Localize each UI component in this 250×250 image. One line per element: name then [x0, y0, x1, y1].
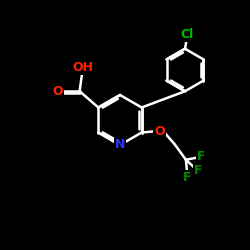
Text: O: O	[154, 125, 165, 138]
Text: F: F	[183, 171, 192, 184]
Text: O: O	[52, 85, 63, 98]
Text: N: N	[115, 138, 125, 151]
Text: F: F	[197, 150, 206, 163]
Text: F: F	[194, 164, 203, 177]
Text: Cl: Cl	[180, 28, 194, 41]
Text: OH: OH	[73, 61, 94, 74]
